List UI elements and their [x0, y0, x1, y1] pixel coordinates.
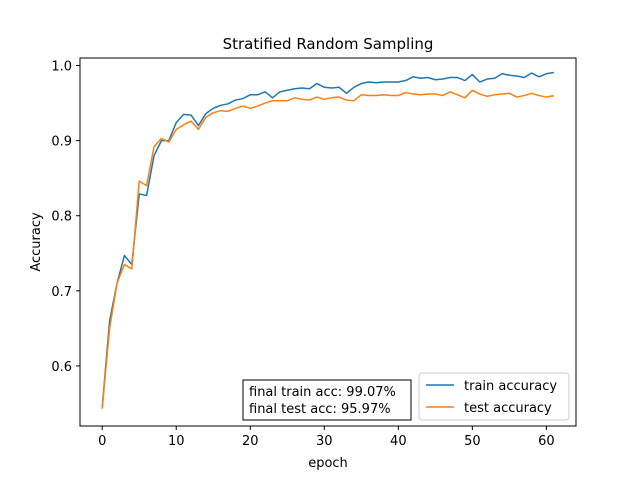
legend-label-train: train accuracy	[464, 379, 557, 394]
legend: train accuracy test accuracy	[418, 372, 570, 421]
x-axis: 0 10 20 30 40 50 60	[98, 426, 555, 449]
x-tick-label: 50	[464, 434, 481, 449]
x-tick-label: 20	[242, 434, 259, 449]
annotation-train-acc: final train acc: 99.07%	[249, 385, 396, 400]
chart-title: Stratified Random Sampling	[223, 35, 434, 53]
plot-area	[79, 57, 577, 427]
annotation-frame	[242, 379, 412, 421]
annotation-box: final train acc: 99.07% final test acc: …	[242, 379, 412, 421]
annotation-test-acc: final test acc: 95.97%	[249, 402, 391, 417]
plot-frame	[79, 57, 577, 427]
legend-frame	[418, 372, 570, 421]
series-layer	[101, 71, 554, 409]
y-tick-label: 1.0	[51, 60, 72, 75]
test-accuracy-line	[101, 89, 554, 409]
x-tick-label: 0	[98, 434, 106, 449]
y-axis: 0.6 0.7 0.8 0.9 1.0	[51, 60, 80, 375]
x-tick-label: 10	[168, 434, 185, 449]
x-tick-label: 30	[316, 434, 333, 449]
y-tick-label: 0.6	[51, 360, 72, 375]
train-accuracy-line	[101, 71, 554, 408]
x-tick-label: 40	[390, 434, 407, 449]
y-tick-label: 0.7	[51, 285, 72, 300]
x-axis-label: epoch	[308, 456, 348, 471]
y-tick-label: 0.8	[51, 210, 72, 225]
legend-label-test: test accuracy	[464, 401, 552, 416]
y-axis-label: Accuracy	[29, 212, 44, 272]
x-tick-label: 60	[538, 434, 555, 449]
y-tick-label: 0.9	[51, 135, 72, 150]
